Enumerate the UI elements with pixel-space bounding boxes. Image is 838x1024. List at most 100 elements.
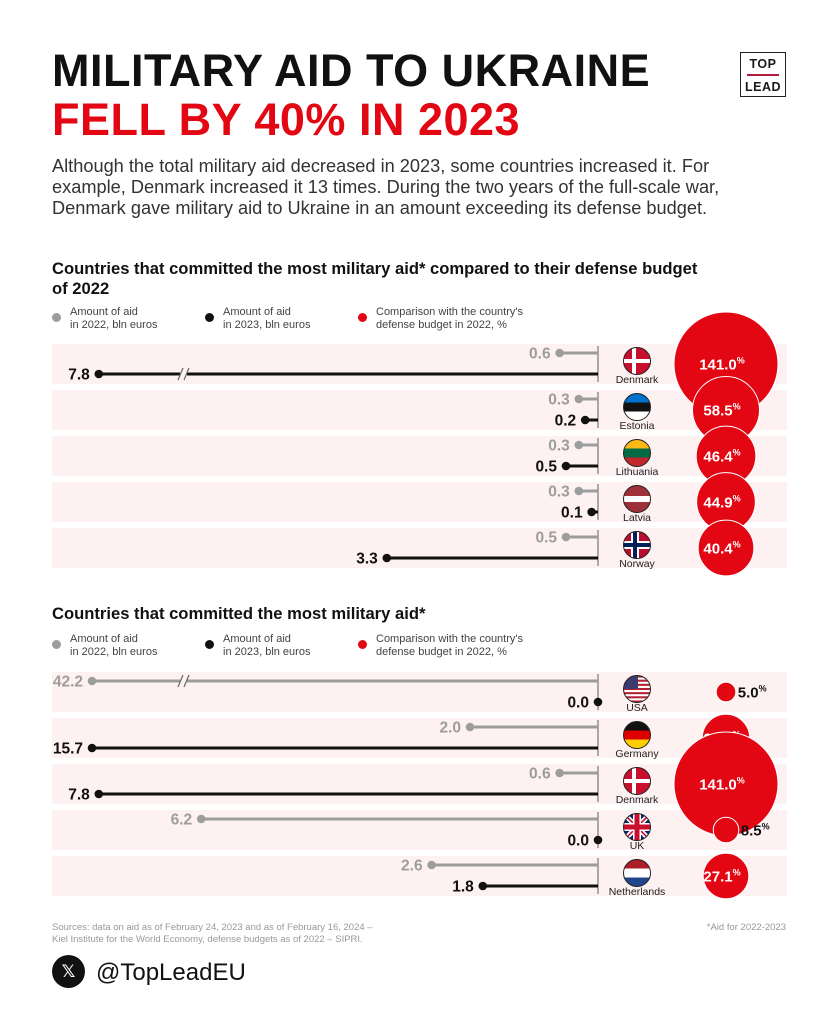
row-band	[52, 764, 787, 804]
label-2022: 0.3	[548, 484, 570, 501]
denmark-flag-icon	[623, 767, 651, 795]
flag-outline	[623, 813, 651, 841]
percent-sign: %	[737, 776, 745, 786]
budget-bubble	[712, 816, 740, 844]
label-2022: 6.2	[171, 812, 193, 829]
budget-bubble	[702, 852, 750, 900]
x-logo-icon[interactable]: 𝕏	[52, 955, 85, 988]
budget-bubble	[715, 681, 737, 703]
norway-flag-icon	[623, 531, 651, 559]
point-2022	[555, 348, 564, 358]
label-2023: 15.7	[53, 741, 83, 758]
point-2023	[561, 461, 571, 471]
percent-sign: %	[737, 356, 745, 366]
label-2023: 3.3	[356, 551, 378, 568]
intro-paragraph: Although the total military aid decrease…	[52, 156, 720, 218]
percent-sign: %	[733, 402, 741, 412]
flag-outline	[623, 439, 651, 467]
legend-item-budget: Comparison with the country's defense bu…	[358, 633, 523, 658]
legend-dot-budget	[358, 313, 367, 322]
toplead-logo: TOP LEAD	[740, 52, 786, 97]
label-2023: 0.0	[567, 833, 589, 850]
country-label: Latvia	[623, 512, 651, 524]
row-band	[52, 528, 787, 568]
label-2022: 0.3	[548, 438, 570, 455]
percent-sign: %	[762, 822, 770, 832]
axis-break-mark	[183, 674, 190, 688]
point-2023	[580, 415, 590, 425]
country-label: Estonia	[619, 420, 654, 432]
netherlands-flag-icon	[623, 859, 651, 887]
budget-percent-label: 46.4%	[703, 448, 740, 466]
row-band	[52, 856, 787, 896]
legend-label-2023: Amount of aid in 2023, bln euros	[223, 633, 311, 658]
section-title-1: Countries that committed the most milita…	[52, 259, 698, 298]
percent-sign: %	[733, 448, 741, 458]
point-2022	[196, 814, 206, 824]
legend-item-budget: Comparison with the country's defense bu…	[358, 306, 523, 331]
flag-outline	[623, 721, 651, 749]
legend-label-2022: Amount of aid in 2022, bln euros	[70, 633, 158, 658]
country-label: Norway	[619, 558, 655, 570]
social-handle[interactable]: @TopLeadEU	[96, 959, 246, 986]
axis-break-mark	[177, 367, 184, 381]
legend-item-2022: Amount of aid in 2022, bln euros	[52, 306, 157, 331]
label-2022: 0.6	[529, 346, 551, 363]
budget-percent-label: 5.0%	[738, 684, 767, 702]
row-band	[52, 482, 787, 522]
country-label: Germany	[615, 748, 659, 760]
point-2022	[561, 532, 571, 542]
point-2022	[87, 676, 97, 686]
point-2022	[574, 394, 584, 404]
flag-outline	[623, 393, 651, 421]
label-2023: 0.2	[555, 413, 577, 430]
point-2023	[593, 835, 603, 845]
percent-sign: %	[733, 868, 741, 878]
flag-outline	[623, 859, 651, 887]
country-label: Netherlands	[609, 886, 666, 898]
axis-break-gap	[180, 367, 187, 381]
section-title-2: Countries that committed the most milita…	[52, 604, 426, 623]
point-2023	[87, 743, 97, 753]
country-label: UK	[630, 840, 645, 852]
label-2022: 0.6	[529, 766, 551, 783]
legend-1: Amount of aid in 2022, bln euros Amount …	[52, 306, 612, 336]
budget-percent-label: 8.5%	[741, 822, 770, 840]
title-line-2: FELL BY 40% IN 2023	[52, 94, 521, 145]
label-2023: 7.8	[68, 367, 90, 384]
legend-item-2023: Amount of aid in 2023, bln euros	[205, 306, 310, 331]
country-label: Denmark	[616, 794, 659, 806]
label-2023: 7.8	[68, 787, 90, 804]
legend-label-2022: Amount of aid in 2022, bln euros	[70, 306, 158, 331]
flag-outline	[623, 675, 651, 703]
percent-sign: %	[733, 540, 741, 550]
budget-percent-label: 141.0%	[699, 356, 745, 374]
lithuania-flag-icon	[623, 439, 651, 467]
budget-percent-label: 44.9%	[703, 494, 740, 512]
budget-bubble	[697, 519, 755, 577]
point-2022	[574, 486, 584, 496]
row-band	[52, 718, 787, 758]
label-2022: 0.5	[535, 530, 557, 547]
country-label: USA	[626, 702, 648, 714]
legend-label-2023: Amount of aid in 2023, bln euros	[223, 306, 311, 331]
label-2023: 0.0	[567, 695, 589, 712]
point-2023	[382, 553, 392, 563]
point-2022	[574, 440, 584, 450]
legend-dot-2022	[52, 313, 61, 322]
title-line-1: MILITARY AID TO UKRAINE	[52, 45, 651, 96]
legend-dot-2022	[52, 640, 61, 649]
point-2022	[555, 768, 564, 778]
budget-percent-label: 40.4%	[703, 540, 740, 558]
point-2023	[587, 507, 596, 517]
axis-break-gap	[180, 674, 187, 688]
logo-line-1: TOP	[747, 58, 779, 76]
flag-outline	[623, 347, 651, 375]
logo-line-2: LEAD	[744, 79, 782, 94]
denmark-flag-icon	[623, 347, 651, 375]
legend-dot-2023	[205, 640, 214, 649]
flag-outline	[623, 531, 651, 559]
point-2023	[94, 789, 104, 799]
point-2022	[465, 722, 475, 732]
